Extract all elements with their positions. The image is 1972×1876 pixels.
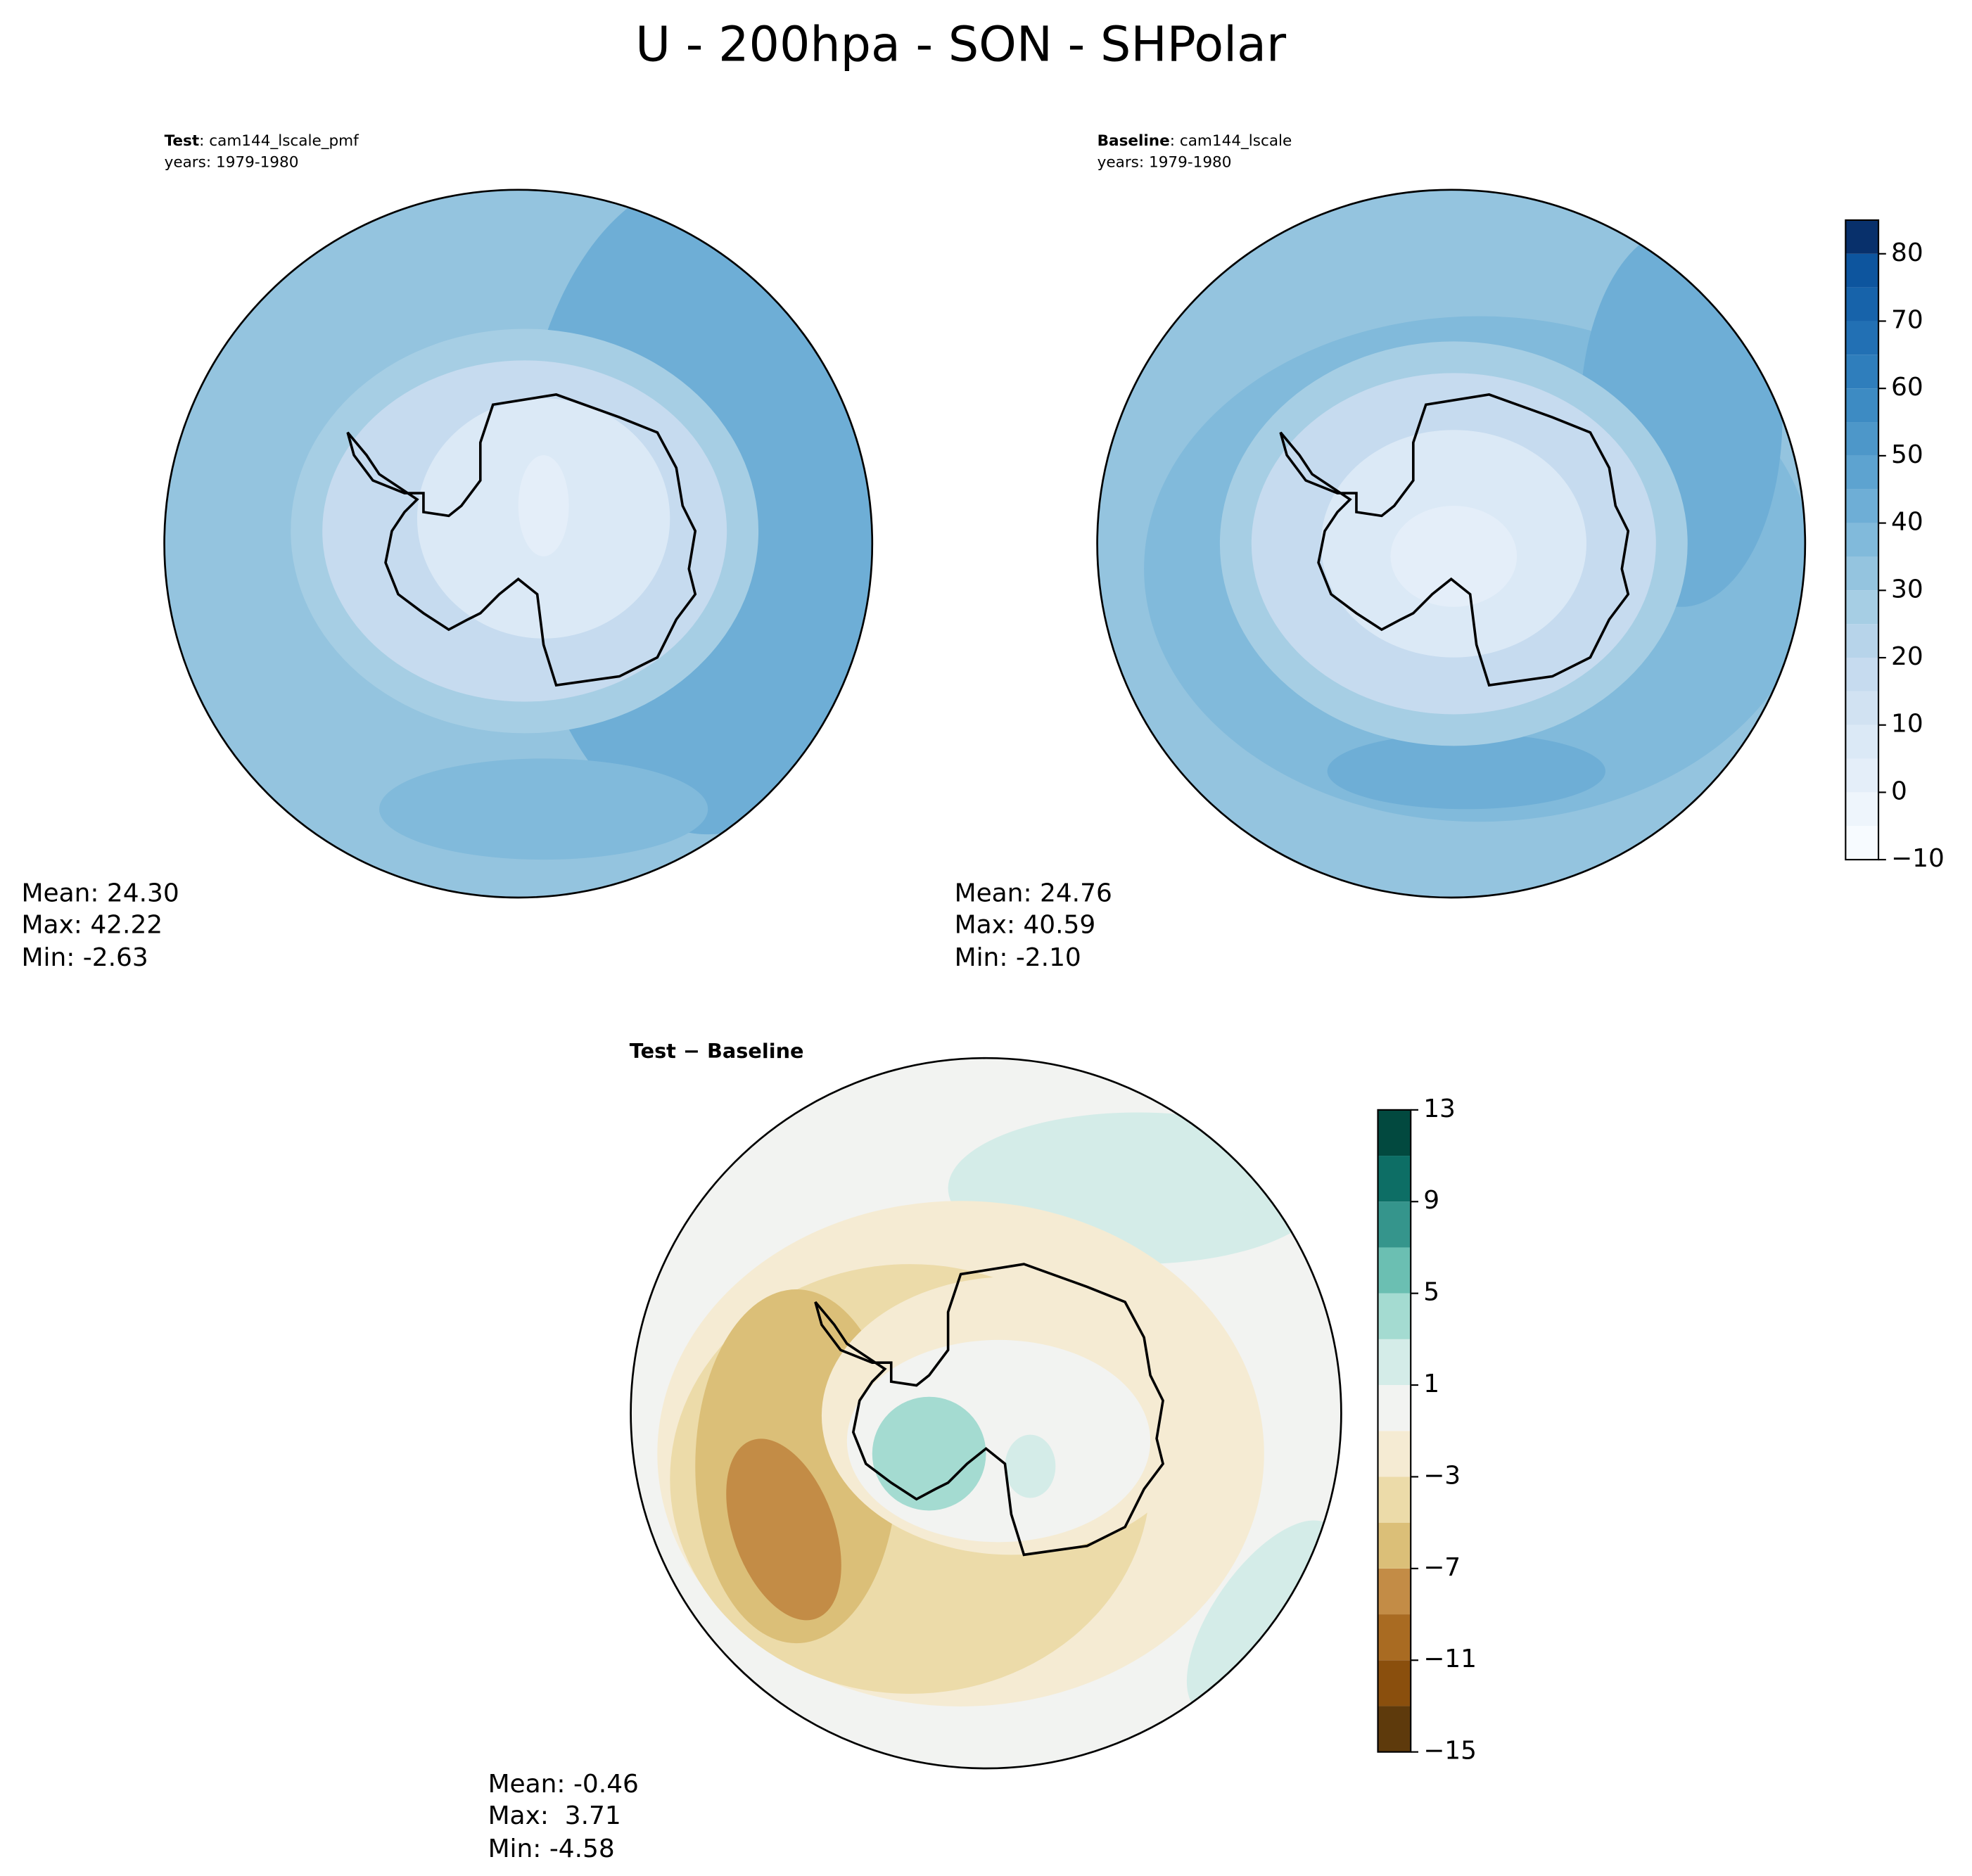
- colorbar-tick-label: 40: [1891, 508, 1923, 537]
- colorbar-band: [1378, 1339, 1411, 1386]
- stat: Min: -4.58: [488, 1834, 615, 1863]
- stat: Min: -2.10: [955, 943, 1081, 972]
- colorbar-band: [1845, 321, 1879, 355]
- stat: Min: -2.63: [22, 943, 148, 972]
- map: [164, 189, 872, 898]
- colorbar-frame: [1377, 1109, 1412, 1753]
- map: [630, 1058, 1342, 1768]
- colorbar-tick-label: 50: [1891, 440, 1923, 469]
- panel-years: years: 1979-1980: [1098, 153, 1232, 171]
- panel-label: Test: cam144_lscale_pmf: [165, 132, 360, 150]
- colorbar-band: [1378, 1660, 1411, 1706]
- stat: Max: 42.22: [22, 910, 163, 939]
- colorbar-band: [1845, 590, 1879, 625]
- colorbar-tick-label: 60: [1891, 373, 1923, 402]
- stat: Max: 40.59: [955, 910, 1096, 939]
- colorbar-band: [1378, 1476, 1411, 1523]
- figure-title: U - 200hpa - SON - SHPolar: [635, 18, 1287, 73]
- stat: Mean: 24.76: [955, 879, 1112, 907]
- colorbar-band: [1845, 556, 1879, 591]
- colorbar-band: [1845, 758, 1879, 793]
- colorbar-band: [1845, 219, 1879, 254]
- colorbar-band: [1845, 253, 1879, 288]
- colorbar-band: [1378, 1568, 1411, 1615]
- colorbar-band: [1845, 388, 1879, 423]
- colorbar-tick-label: −3: [1423, 1461, 1461, 1490]
- colorbar-band: [1845, 355, 1879, 389]
- colorbar-band: [1378, 1247, 1411, 1294]
- colorbar-band: [1845, 691, 1879, 725]
- colorbar-tick-label: 20: [1891, 642, 1923, 671]
- colorbar-tick-label: 5: [1423, 1278, 1439, 1307]
- colorbar-tick-label: −7: [1423, 1553, 1461, 1582]
- colorbar-tick-label: 70: [1891, 305, 1923, 334]
- colorbar-band: [1378, 1431, 1411, 1477]
- panel-label: Baseline: cam144_lscale: [1098, 132, 1292, 150]
- colorbar-frame: [1845, 219, 1880, 861]
- colorbar-band: [1845, 725, 1879, 759]
- colorbar-band: [1378, 1293, 1411, 1339]
- colorbar-band: [1378, 1109, 1411, 1156]
- colorbar-band: [1378, 1614, 1411, 1661]
- panel-label: Test − Baseline: [630, 1039, 804, 1063]
- colorbar-tick-label: −10: [1891, 844, 1945, 873]
- colorbar-band: [1378, 1706, 1411, 1752]
- colorbar-tick-label: 13: [1423, 1095, 1456, 1123]
- colorbar-band: [1378, 1385, 1411, 1431]
- colorbar-band: [1845, 523, 1879, 557]
- colorbar-tick-label: 9: [1423, 1186, 1439, 1215]
- colorbar-band: [1845, 422, 1879, 456]
- stat: Mean: 24.30: [22, 879, 179, 907]
- colorbar-band: [1845, 792, 1879, 827]
- colorbar-band: [1378, 1522, 1411, 1569]
- colorbar-band: [1845, 624, 1879, 658]
- colorbar-tick-label: 0: [1891, 777, 1907, 805]
- colorbar-band: [1845, 455, 1879, 490]
- colorbar-tick-label: −15: [1423, 1737, 1477, 1766]
- stat: Mean: -0.46: [488, 1770, 639, 1799]
- colorbar-band: [1845, 826, 1879, 860]
- colorbar-band: [1845, 287, 1879, 321]
- stat: Max: 3.71: [488, 1801, 621, 1830]
- colorbar-band: [1845, 657, 1879, 691]
- colorbar-tick-label: 30: [1891, 575, 1923, 604]
- colorbar-tick-label: −11: [1423, 1645, 1477, 1673]
- map: [1097, 189, 1805, 898]
- colorbar-tick-label: 10: [1891, 710, 1923, 739]
- colorbar-band: [1378, 1201, 1411, 1248]
- panel-years: years: 1979-1980: [165, 153, 299, 171]
- colorbar-band: [1378, 1156, 1411, 1202]
- colorbar-tick-label: 1: [1423, 1370, 1439, 1398]
- colorbar-band: [1845, 489, 1879, 523]
- colorbar-tick-label: 80: [1891, 238, 1923, 267]
